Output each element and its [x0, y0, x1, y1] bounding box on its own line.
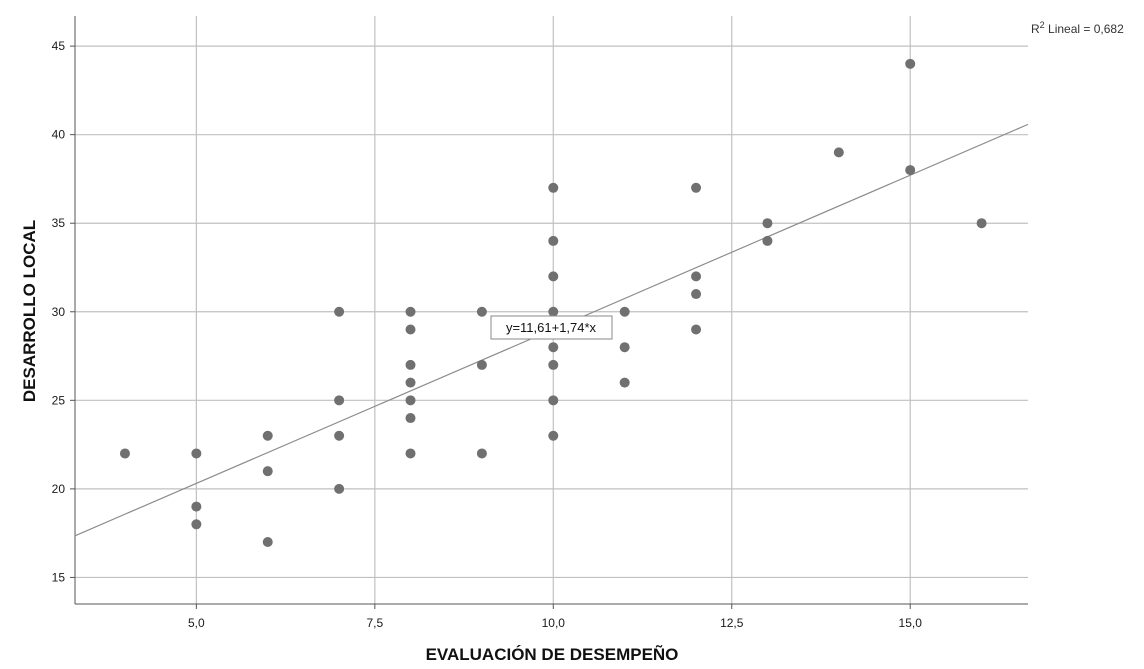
fit-equation-label: y=11,61+1,74*x [506, 320, 597, 335]
data-point [191, 519, 202, 530]
x-tick-label: 15,0 [899, 616, 923, 630]
y-tick-label: 45 [52, 39, 66, 53]
data-point [619, 342, 630, 353]
data-point [548, 182, 559, 193]
data-point [691, 324, 702, 335]
data-point [548, 395, 559, 406]
data-point [548, 430, 559, 441]
data-point [833, 147, 844, 158]
data-point [334, 430, 345, 441]
data-point [262, 430, 273, 441]
grid-lines [75, 16, 1028, 604]
data-point [191, 448, 202, 459]
y-tick-label: 40 [52, 128, 66, 142]
data-point [405, 413, 416, 424]
y-tick-label: 35 [52, 216, 66, 230]
data-point [476, 306, 487, 317]
y-tick-label: 25 [52, 393, 66, 407]
data-point [405, 377, 416, 388]
data-point [405, 306, 416, 317]
data-point [548, 359, 559, 370]
data-point [548, 271, 559, 282]
r2-label: R2 Lineal = 0,682 [1031, 20, 1124, 36]
y-tick-label: 15 [52, 570, 66, 584]
data-point [691, 271, 702, 282]
x-axis-ticks: 5,0 7,5 10,0 12,5 15,0 [188, 604, 922, 630]
data-point [262, 537, 273, 548]
y-axis-ticks: 15 20 25 30 35 40 45 [52, 39, 75, 584]
data-point [262, 466, 273, 477]
x-tick-label: 10,0 [542, 616, 566, 630]
data-point [548, 306, 559, 317]
fit-equation-box: y=11,61+1,74*x [490, 315, 613, 340]
data-point [334, 483, 345, 494]
data-point [619, 377, 630, 388]
data-point [691, 182, 702, 193]
data-point [476, 448, 487, 459]
x-tick-label: 12,5 [720, 616, 744, 630]
data-point [691, 289, 702, 300]
x-tick-label: 7,5 [366, 616, 383, 630]
data-point [905, 58, 916, 69]
fit-equation-frame [490, 315, 613, 340]
data-point [762, 218, 773, 229]
data-point [334, 395, 345, 406]
data-point [905, 165, 916, 176]
data-point [405, 359, 416, 370]
axes [74, 16, 1028, 605]
data-point [405, 448, 416, 459]
data-point [334, 306, 345, 317]
y-tick-label: 20 [52, 482, 66, 496]
y-tick-label: 30 [52, 305, 66, 319]
data-point [476, 359, 487, 370]
data-point [405, 395, 416, 406]
data-point [762, 235, 773, 246]
data-point [619, 306, 630, 317]
x-tick-label: 5,0 [188, 616, 205, 630]
data-points [119, 58, 987, 548]
y-axis-title: DESARROLLO LOCAL [20, 220, 39, 402]
data-point [119, 448, 130, 459]
data-point [191, 501, 202, 512]
data-point [405, 324, 416, 335]
data-point [976, 218, 987, 229]
data-point [548, 235, 559, 246]
data-point [548, 342, 559, 353]
x-axis-title: EVALUACIÓN DE DESEMPEÑO [426, 644, 679, 664]
